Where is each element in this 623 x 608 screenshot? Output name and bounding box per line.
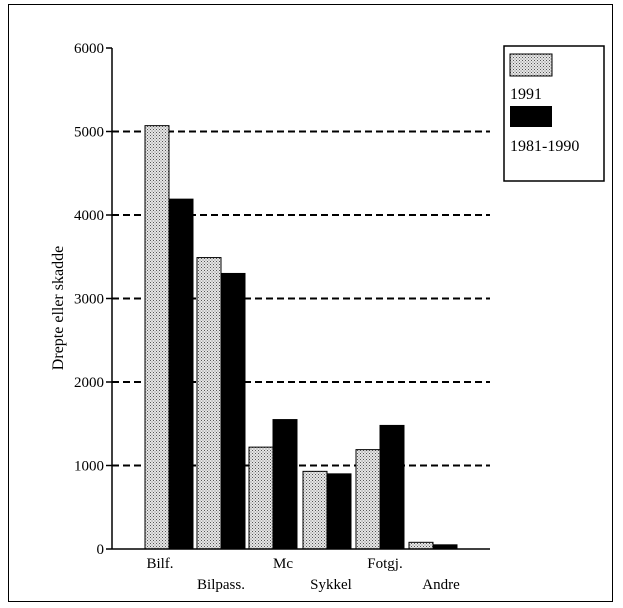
bar-bilpass-19811990 <box>220 272 246 550</box>
y-tick-label-5000: 5000 <box>74 125 104 141</box>
y-axis-label: Drepte eller skadde <box>50 246 67 370</box>
bar-fotgj-1991 <box>355 449 381 550</box>
y-tick-label-3000: 3000 <box>74 292 104 308</box>
x-category-label-sykkel: Sykkel <box>310 577 352 593</box>
bar-bilf-1991 <box>144 125 170 550</box>
bar-andre-1991 <box>408 541 434 550</box>
y-tick-label-2000: 2000 <box>74 375 104 391</box>
y-tick-label-0: 0 <box>97 542 105 558</box>
y-tick-label-4000: 4000 <box>74 208 104 224</box>
legend-swatch-1991 <box>509 53 553 77</box>
legend: 1991 1981-1990 <box>503 45 605 182</box>
bar-bilf-19811990 <box>168 198 194 550</box>
x-category-label-andre: Andre <box>422 577 460 593</box>
legend-label-1991: 1991 <box>510 86 542 103</box>
bar-mc-1991 <box>248 446 274 550</box>
bar-bilpass-1991 <box>196 257 222 550</box>
x-category-label-bilpass: Bilpass. <box>197 577 245 593</box>
bar-sykkel-19811990 <box>326 473 352 550</box>
y-tick-label-6000: 6000 <box>74 41 104 57</box>
x-category-label-mc: Mc <box>273 556 293 572</box>
x-categories: Bilf. Bilpass. Mc Sykkel Fotgj. Andre <box>146 556 460 593</box>
bar-sykkel-1991 <box>302 470 328 550</box>
x-category-label-fotgj: Fotgj. <box>367 556 402 572</box>
bars <box>144 125 458 550</box>
y-ticks: 0 1000 2000 3000 4000 5000 6000 <box>74 41 112 558</box>
grid-lines <box>112 130 490 467</box>
legend-swatch-1981-1990 <box>510 106 552 127</box>
bar-mc-19811990 <box>272 419 298 550</box>
x-category-label-bilf: Bilf. <box>146 556 173 572</box>
legend-label-1981-1990: 1981-1990 <box>510 138 579 155</box>
y-tick-label-1000: 1000 <box>74 459 104 475</box>
bar-fotgj-19811990 <box>379 424 405 550</box>
